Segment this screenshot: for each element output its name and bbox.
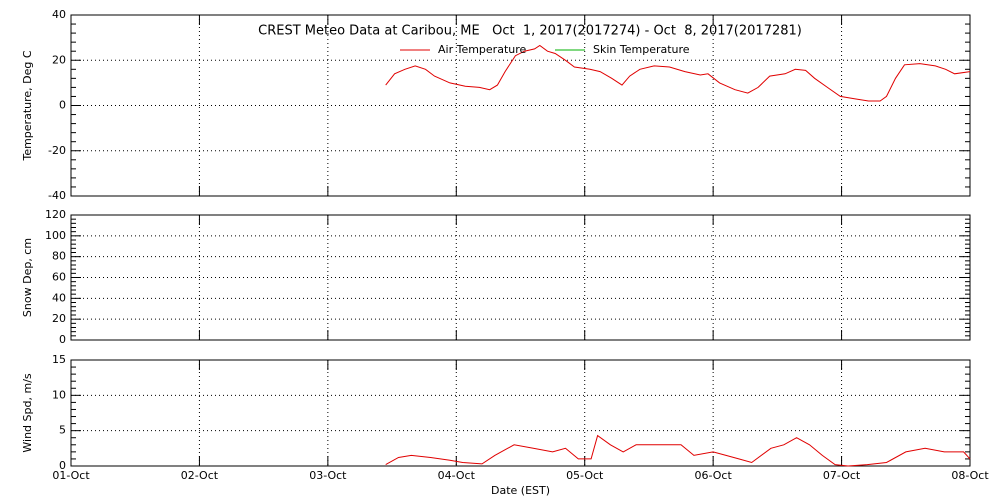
- chart-title: CREST Meteo Data at Caribou, ME Oct 1, 2…: [258, 24, 802, 39]
- legend-label: Skin Temperature: [593, 43, 690, 56]
- y-tick-label: 20: [52, 312, 66, 325]
- legend-label: Air Temperature: [438, 43, 527, 56]
- y-tick-label: 40: [52, 8, 66, 21]
- plot-frame: [70, 214, 971, 341]
- x-tick-label: 05-Oct: [566, 469, 604, 482]
- y-axis-label: Snow Dep, cm: [21, 238, 34, 317]
- y-tick-label: 40: [52, 291, 66, 304]
- x-tick-label: 02-Oct: [181, 469, 219, 482]
- y-tick-label: 120: [45, 208, 66, 221]
- x-tick-label: 07-Oct: [823, 469, 861, 482]
- y-tick-label: 5: [59, 424, 66, 437]
- series-line: [385, 44, 971, 102]
- y-tick-label: 0: [59, 459, 66, 472]
- x-tick-label: 03-Oct: [309, 469, 347, 482]
- y-axis-label: Wind Spd, m/s: [21, 373, 34, 453]
- y-tick-label: 20: [52, 53, 66, 66]
- y-tick-label: 80: [52, 250, 66, 263]
- y-tick-label: 100: [45, 229, 66, 242]
- y-tick-label: 15: [52, 353, 66, 366]
- y-tick-label: 0: [59, 333, 66, 346]
- y-tick-label: 0: [59, 99, 66, 112]
- y-tick-label: 10: [52, 388, 66, 401]
- y-tick-label: -20: [48, 144, 66, 157]
- series-line: [385, 434, 971, 467]
- plot-frame: [70, 14, 971, 197]
- plot-frame: [70, 359, 971, 467]
- y-axis-label: Temperature, Deg C: [21, 50, 34, 161]
- y-tick-label: -40: [48, 189, 66, 202]
- x-tick-label: 01-Oct: [52, 469, 90, 482]
- y-tick-label: 60: [52, 271, 66, 284]
- x-tick-label: 04-Oct: [438, 469, 476, 482]
- x-axis-label: Date (EST): [491, 484, 550, 497]
- x-tick-label: 08-Oct: [951, 469, 989, 482]
- x-tick-label: 06-Oct: [694, 469, 732, 482]
